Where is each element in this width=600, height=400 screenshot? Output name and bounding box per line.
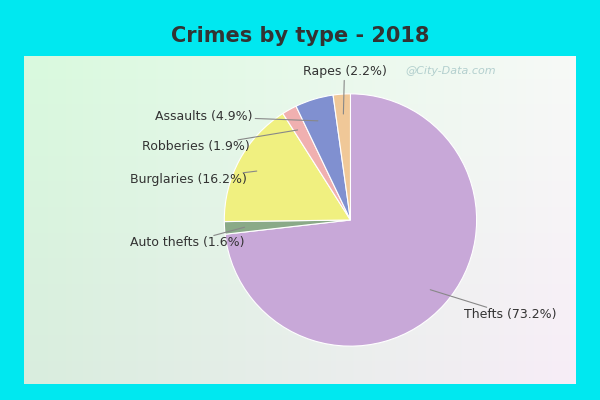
Wedge shape: [225, 94, 476, 346]
Text: Crimes by type - 2018: Crimes by type - 2018: [171, 26, 429, 46]
Text: @City-Data.com: @City-Data.com: [405, 66, 496, 76]
Text: Robberies (1.9%): Robberies (1.9%): [142, 130, 298, 153]
Wedge shape: [224, 220, 350, 234]
Wedge shape: [333, 94, 350, 220]
Wedge shape: [224, 114, 350, 222]
Text: Assaults (4.9%): Assaults (4.9%): [155, 110, 318, 123]
Wedge shape: [283, 106, 350, 220]
Text: Burglaries (16.2%): Burglaries (16.2%): [130, 171, 257, 186]
Wedge shape: [296, 95, 350, 220]
Text: Rapes (2.2%): Rapes (2.2%): [302, 65, 386, 114]
Text: Thefts (73.2%): Thefts (73.2%): [430, 290, 557, 321]
Text: Auto thefts (1.6%): Auto thefts (1.6%): [130, 227, 245, 249]
